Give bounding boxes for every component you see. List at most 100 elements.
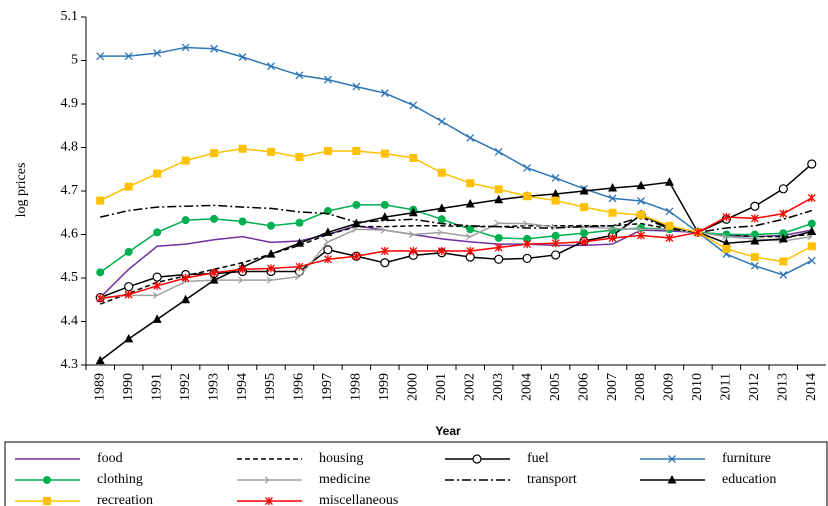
legend-label: medicine: [319, 472, 370, 487]
marker: [807, 242, 816, 251]
legend-label: clothing: [97, 472, 143, 487]
marker: [580, 229, 589, 238]
x-tick-label: 1994: [235, 373, 250, 401]
marker: [209, 275, 219, 284]
marker: [494, 254, 504, 264]
series: [96, 43, 816, 279]
marker: [210, 268, 219, 277]
marker: [494, 194, 504, 204]
line: [100, 46, 813, 276]
marker: [466, 133, 475, 142]
marker: [43, 497, 51, 505]
y-tick-label: 4.3: [61, 357, 79, 372]
x-tick-label: 2009: [662, 373, 677, 401]
marker: [323, 245, 333, 255]
marker: [124, 282, 134, 292]
marker: [807, 219, 816, 228]
marker: [124, 333, 134, 343]
marker: [323, 238, 329, 246]
marker: [807, 226, 817, 235]
marker: [494, 243, 503, 252]
x-tick-label: 2012: [747, 373, 762, 401]
y-axis-title: log prices: [14, 163, 29, 218]
marker: [522, 220, 529, 228]
marker: [779, 209, 788, 218]
x-tick-label: 1998: [349, 373, 364, 401]
marker: [153, 49, 162, 58]
marker: [807, 256, 816, 265]
x-tick-label: 2013: [776, 373, 791, 401]
y-tick-label: 5.1: [61, 9, 79, 24]
marker: [722, 213, 731, 222]
marker: [295, 153, 304, 162]
marker: [295, 71, 304, 80]
marker: [437, 203, 447, 212]
marker: [96, 196, 105, 205]
marker: [551, 189, 561, 198]
legend-label: recreation: [97, 493, 153, 506]
series: [96, 193, 816, 303]
marker: [750, 253, 759, 262]
marker: [380, 226, 386, 234]
marker: [466, 247, 475, 256]
marker: [523, 192, 532, 201]
marker: [722, 244, 731, 253]
marker: [266, 249, 276, 258]
marker: [778, 233, 788, 243]
marker: [265, 497, 273, 505]
marker: [551, 239, 560, 248]
marker: [264, 476, 270, 484]
marker: [295, 262, 304, 271]
marker: [551, 231, 560, 240]
marker: [637, 197, 645, 205]
marker: [380, 247, 389, 256]
marker: [608, 233, 617, 242]
x-tick-label: 2011: [719, 373, 734, 400]
marker: [153, 281, 162, 290]
marker: [238, 53, 247, 61]
marker: [636, 180, 646, 190]
x-tick-label: 2006: [576, 373, 591, 401]
marker: [779, 270, 788, 279]
marker: [551, 173, 560, 182]
marker: [323, 255, 332, 264]
marker: [210, 149, 219, 158]
marker: [778, 184, 788, 194]
marker: [267, 62, 275, 71]
marker: [636, 225, 642, 233]
marker: [43, 476, 51, 484]
marker: [95, 355, 105, 365]
marker: [665, 221, 674, 230]
marker: [181, 294, 191, 304]
marker: [579, 223, 586, 231]
x-tick-label: 2007: [605, 373, 620, 401]
line: [100, 197, 813, 300]
marker: [580, 203, 589, 212]
marker: [437, 228, 443, 236]
marker: [323, 227, 333, 236]
marker: [608, 194, 617, 203]
marker: [152, 291, 159, 299]
marker: [409, 247, 418, 256]
marker: [295, 218, 304, 227]
marker: [750, 261, 759, 270]
series: [96, 144, 816, 266]
marker: [408, 231, 415, 238]
marker: [494, 233, 503, 242]
y-tick-label: 4.5: [61, 270, 79, 285]
y-tick-label: 5: [71, 53, 78, 68]
marker: [380, 258, 390, 268]
marker: [267, 264, 275, 273]
x-tick-label: 2008: [633, 373, 648, 401]
marker: [352, 225, 358, 233]
marker: [580, 237, 589, 246]
marker: [238, 265, 247, 274]
marker: [153, 169, 162, 178]
marker: [494, 147, 503, 156]
marker: [750, 214, 759, 223]
marker: [523, 234, 532, 243]
legend-label: miscellaneous: [319, 493, 398, 506]
marker: [323, 146, 332, 155]
marker: [352, 82, 361, 91]
